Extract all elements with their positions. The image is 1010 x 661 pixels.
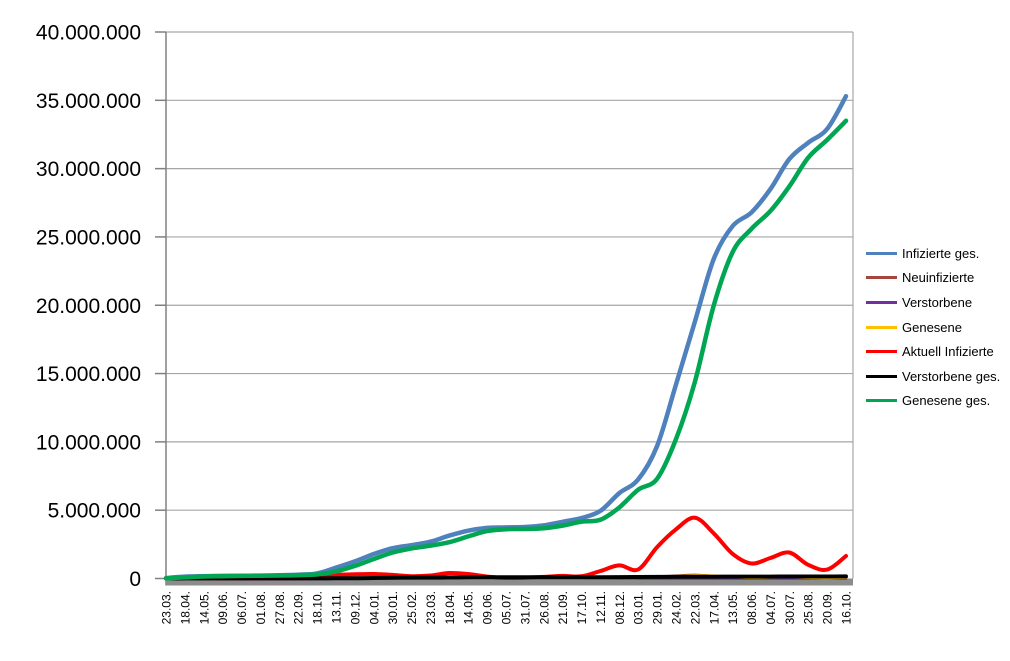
x-axis-label: 08.06.: [745, 591, 759, 624]
x-axis-label: 09.12.: [348, 591, 362, 624]
y-axis-label: 25.000.000: [36, 226, 141, 249]
legend-line-swatch: [866, 325, 897, 329]
series-line-genesene-ges: [163, 118, 849, 581]
x-axis-label: 18.04.: [178, 591, 192, 624]
x-axis-label: 22.03.: [688, 591, 702, 624]
legend-item-genesene: Genesene: [866, 315, 1010, 340]
legend-line-swatch: [866, 350, 897, 354]
legend-item-verstorbene-ges: Verstorbene ges.: [866, 364, 1010, 389]
x-axis-label: 30.07.: [783, 591, 797, 624]
legend-line-swatch: [866, 374, 897, 378]
x-axis-label: 14.05.: [197, 591, 211, 624]
x-axis-label: 22.09.: [292, 591, 306, 624]
x-axis-bar: [166, 578, 853, 586]
legend-item-neuinfizierte: Neuinfizierte: [866, 266, 1010, 291]
legend-label: Neuinfizierte: [902, 270, 975, 286]
x-axis-label: 13.11.: [330, 591, 344, 623]
legend-line-swatch: [866, 276, 897, 280]
series-line-verstorbene-ges: [164, 574, 848, 581]
x-axis-label: 17.04.: [707, 591, 721, 624]
y-axis-label: 20.000.000: [36, 295, 141, 318]
x-axis-label: 08.12.: [613, 591, 627, 624]
x-axis-label: 13.05.: [726, 591, 740, 624]
legend-item-aktuell-infizierte: Aktuell Infizierte: [866, 339, 1010, 364]
legend-label: Verstorbene: [902, 294, 973, 310]
x-axis-label: 12.11.: [594, 591, 608, 623]
x-axis-label: 30.01.: [386, 591, 400, 624]
x-axis-label: 03.01.: [632, 591, 646, 624]
x-axis-label: 17.10.: [575, 591, 589, 624]
x-axis-label: 04.07.: [764, 591, 778, 624]
x-axis-label: 31.07.: [518, 591, 532, 624]
x-axis-label: 27.08.: [273, 591, 287, 624]
y-axis-label: 40.000.000: [36, 22, 141, 45]
legend-line-swatch: [866, 399, 897, 403]
chart-legend: Infizierte ges. Neuinfizierte Verstorben…: [866, 241, 1010, 413]
x-axis-label: 23.03.: [424, 591, 438, 624]
legend-label: Infizierte ges.: [902, 245, 980, 261]
x-axis-label: 06.07.: [235, 591, 249, 624]
y-axis-label: 5.000.000: [48, 500, 141, 523]
y-axis-label: 35.000.000: [36, 90, 141, 113]
legend-item-genesene-ges: Genesene ges.: [866, 389, 1010, 414]
x-axis-label: 05.07.: [500, 591, 514, 624]
x-axis-label: 18.10.: [311, 591, 325, 624]
legend-label: Genesene: [902, 319, 962, 335]
y-axis-label: 10.000.000: [36, 431, 141, 454]
x-axis-label: 18.04.: [443, 591, 457, 624]
x-axis-label: 09.06.: [481, 591, 495, 624]
y-axis-label: 0: [129, 568, 141, 591]
x-axis-label: 25.02.: [405, 591, 419, 624]
x-axis-label: 23.03.: [160, 591, 174, 624]
y-axis-label: 15.000.000: [36, 363, 141, 386]
y-axis-label: 30.000.000: [36, 158, 141, 181]
x-axis-label: 16.10.: [840, 591, 854, 624]
legend-item-infizierte-ges: Infizierte ges.: [866, 241, 1010, 266]
x-axis-label: 04.01.: [367, 591, 381, 624]
x-axis-label: 24.02.: [670, 591, 684, 624]
x-axis-label: 21.09.: [556, 591, 570, 624]
legend-label: Verstorbene ges.: [902, 368, 1001, 384]
x-axis-label: 25.08.: [802, 591, 816, 624]
x-axis-label: 20.09.: [821, 591, 835, 624]
x-axis-label: 29.01.: [651, 591, 665, 624]
legend-label: Genesene ges.: [902, 393, 991, 409]
legend-line-swatch: [866, 300, 897, 304]
x-axis-label: 09.06.: [216, 591, 230, 624]
x-axis-label: 14.05.: [462, 591, 476, 624]
legend-line-swatch: [866, 251, 897, 255]
x-axis-label: 01.08.: [254, 591, 268, 624]
legend-label: Aktuell Infizierte: [902, 344, 994, 360]
x-axis-label: 26.08.: [537, 591, 551, 624]
legend-item-verstorbene: Verstorbene: [866, 290, 1010, 315]
